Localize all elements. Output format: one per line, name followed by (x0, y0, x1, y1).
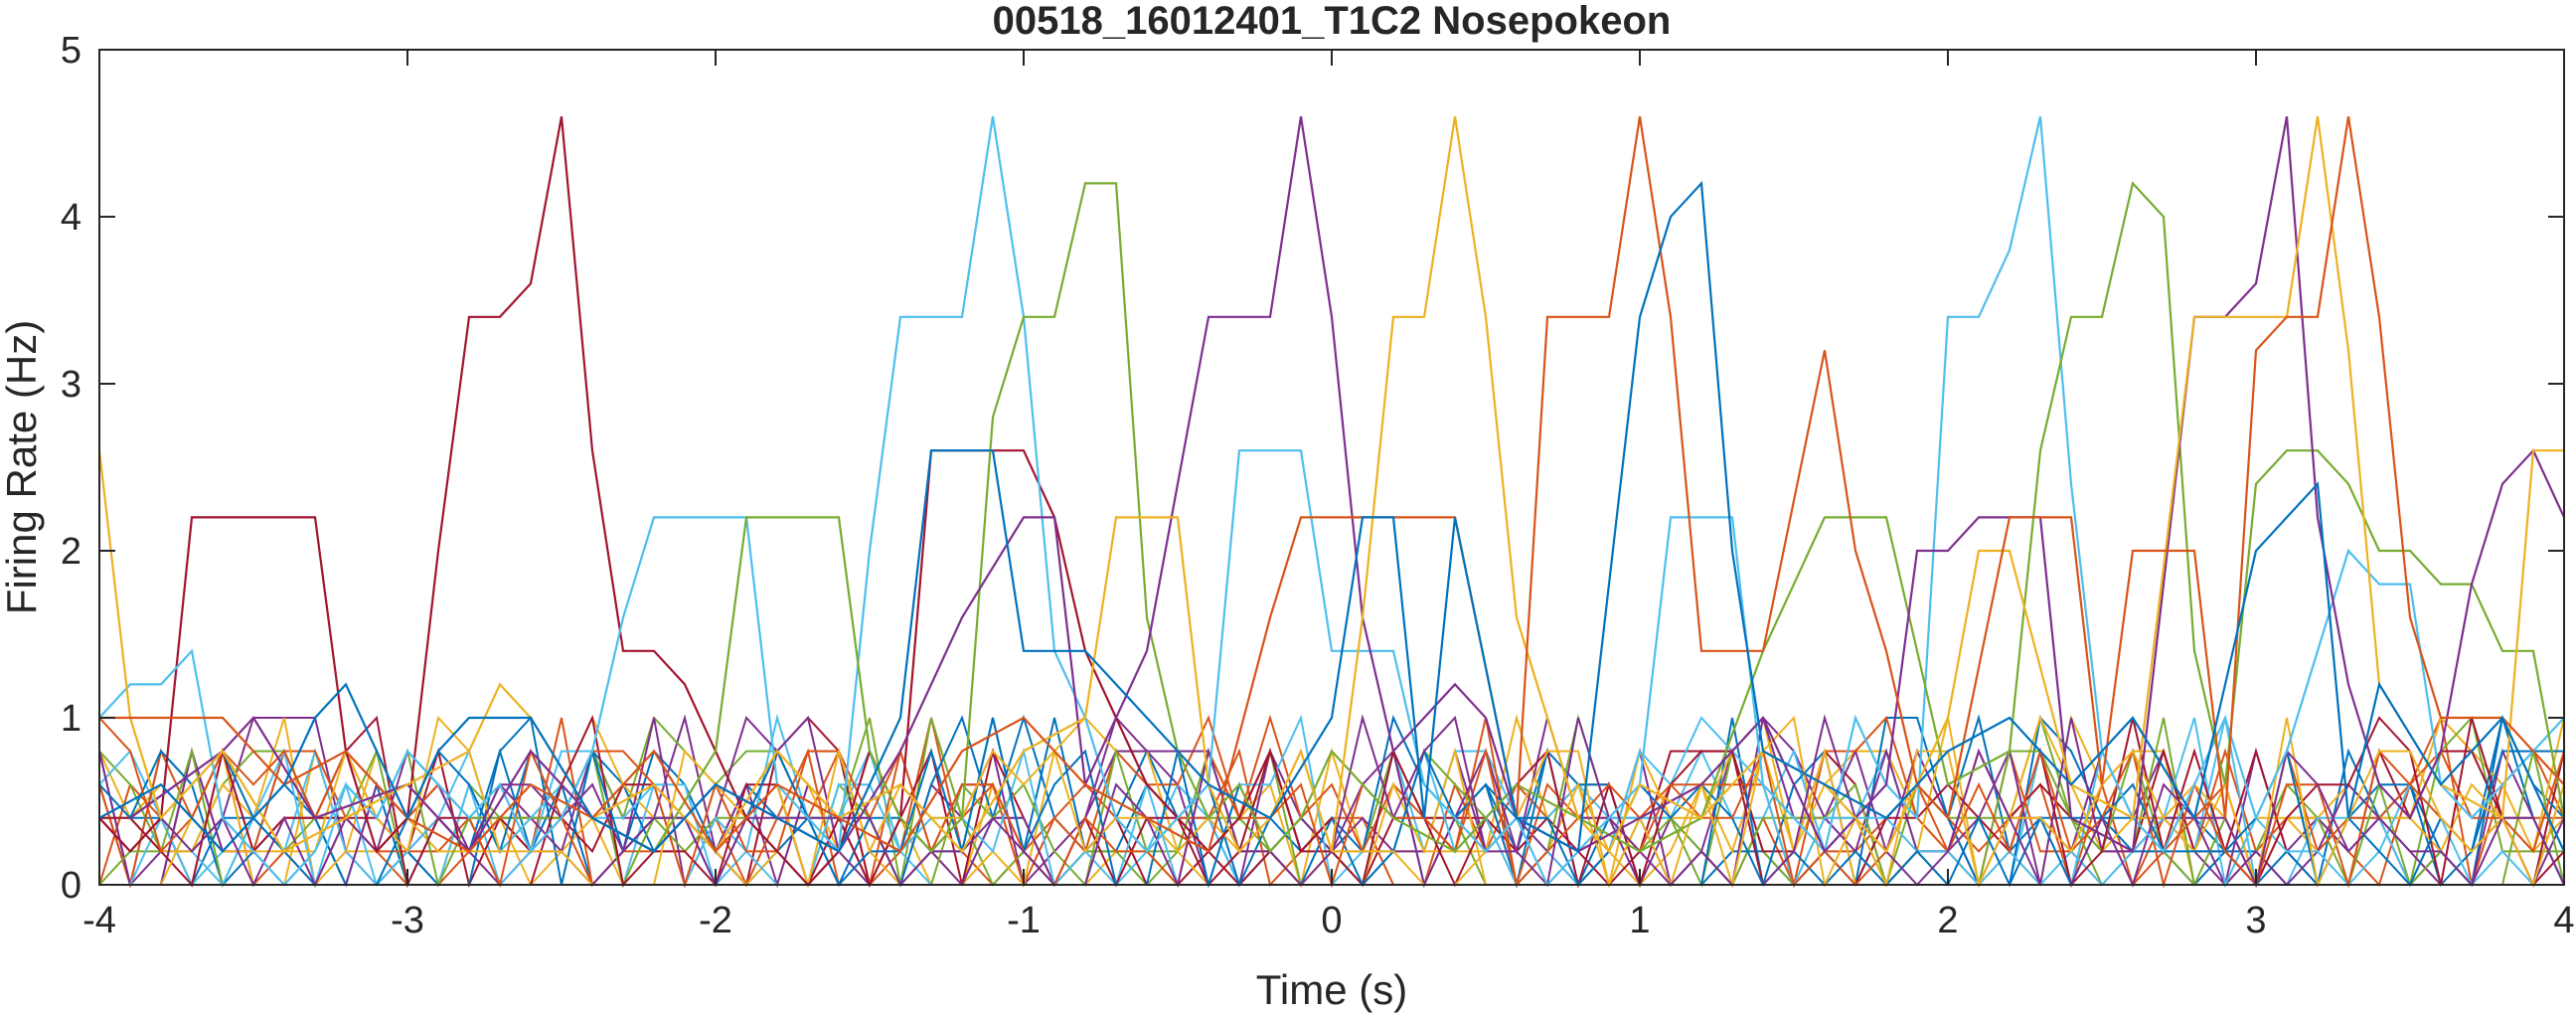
y-tick-label: 3 (61, 364, 81, 406)
x-tick-label: -3 (391, 900, 424, 941)
series-line-7 (98, 180, 2565, 854)
series-line-background (98, 714, 2565, 889)
series-line-2 (98, 115, 2565, 887)
series-line-background (98, 714, 2565, 889)
x-tick-label: -2 (699, 900, 732, 941)
x-tick-label: 3 (2245, 900, 2266, 941)
series-line-background (98, 717, 2565, 889)
plot-lines (97, 115, 2566, 889)
series-line-6 (99, 116, 2565, 854)
y-axis-label: Firing Rate (Hz) (0, 320, 45, 614)
series-line-5 (97, 116, 2564, 854)
y-axis-ticks: 0 1 2 3 4 5 (61, 30, 2564, 907)
series-line-background (98, 714, 2565, 889)
y-tick-label: 4 (61, 197, 81, 239)
series-line-background (98, 714, 2565, 889)
y-tick-label: 1 (61, 698, 81, 740)
x-tick-label: -4 (82, 900, 116, 941)
x-tick-label: 2 (1937, 900, 1958, 941)
series-line-background (98, 717, 2564, 889)
series-line-background (98, 714, 2564, 889)
y-tick-label: 2 (61, 531, 81, 573)
x-axis-label: Time (s) (1256, 966, 1407, 1013)
y-tick-label: 0 (61, 865, 81, 907)
series-line-3 (591, 181, 2566, 854)
series-line-background (98, 716, 2565, 889)
series-line-background (99, 714, 2565, 889)
series-line-background (99, 714, 2565, 889)
series-line-background (98, 714, 2565, 889)
chart-title: 00518_16012401_T1C2 Nosepokeon (993, 0, 1672, 43)
series-line-background (99, 714, 2565, 889)
y-tick-label: 5 (61, 30, 81, 72)
x-tick-label: -1 (1007, 900, 1041, 941)
series-line-background (98, 714, 2565, 889)
series-line-background (99, 715, 2565, 889)
x-axis-ticks: -4 -3 -2 -1 0 1 2 3 4 (82, 50, 2575, 941)
series-line-background (98, 714, 2564, 889)
series-line-background (99, 714, 2565, 889)
x-tick-label: 4 (2553, 900, 2574, 941)
plot-frame (98, 49, 2565, 886)
x-tick-label: 1 (1629, 900, 1650, 941)
x-tick-label: 0 (1321, 900, 1342, 941)
series-line-background (99, 715, 2565, 889)
series-line-background (98, 714, 2565, 889)
